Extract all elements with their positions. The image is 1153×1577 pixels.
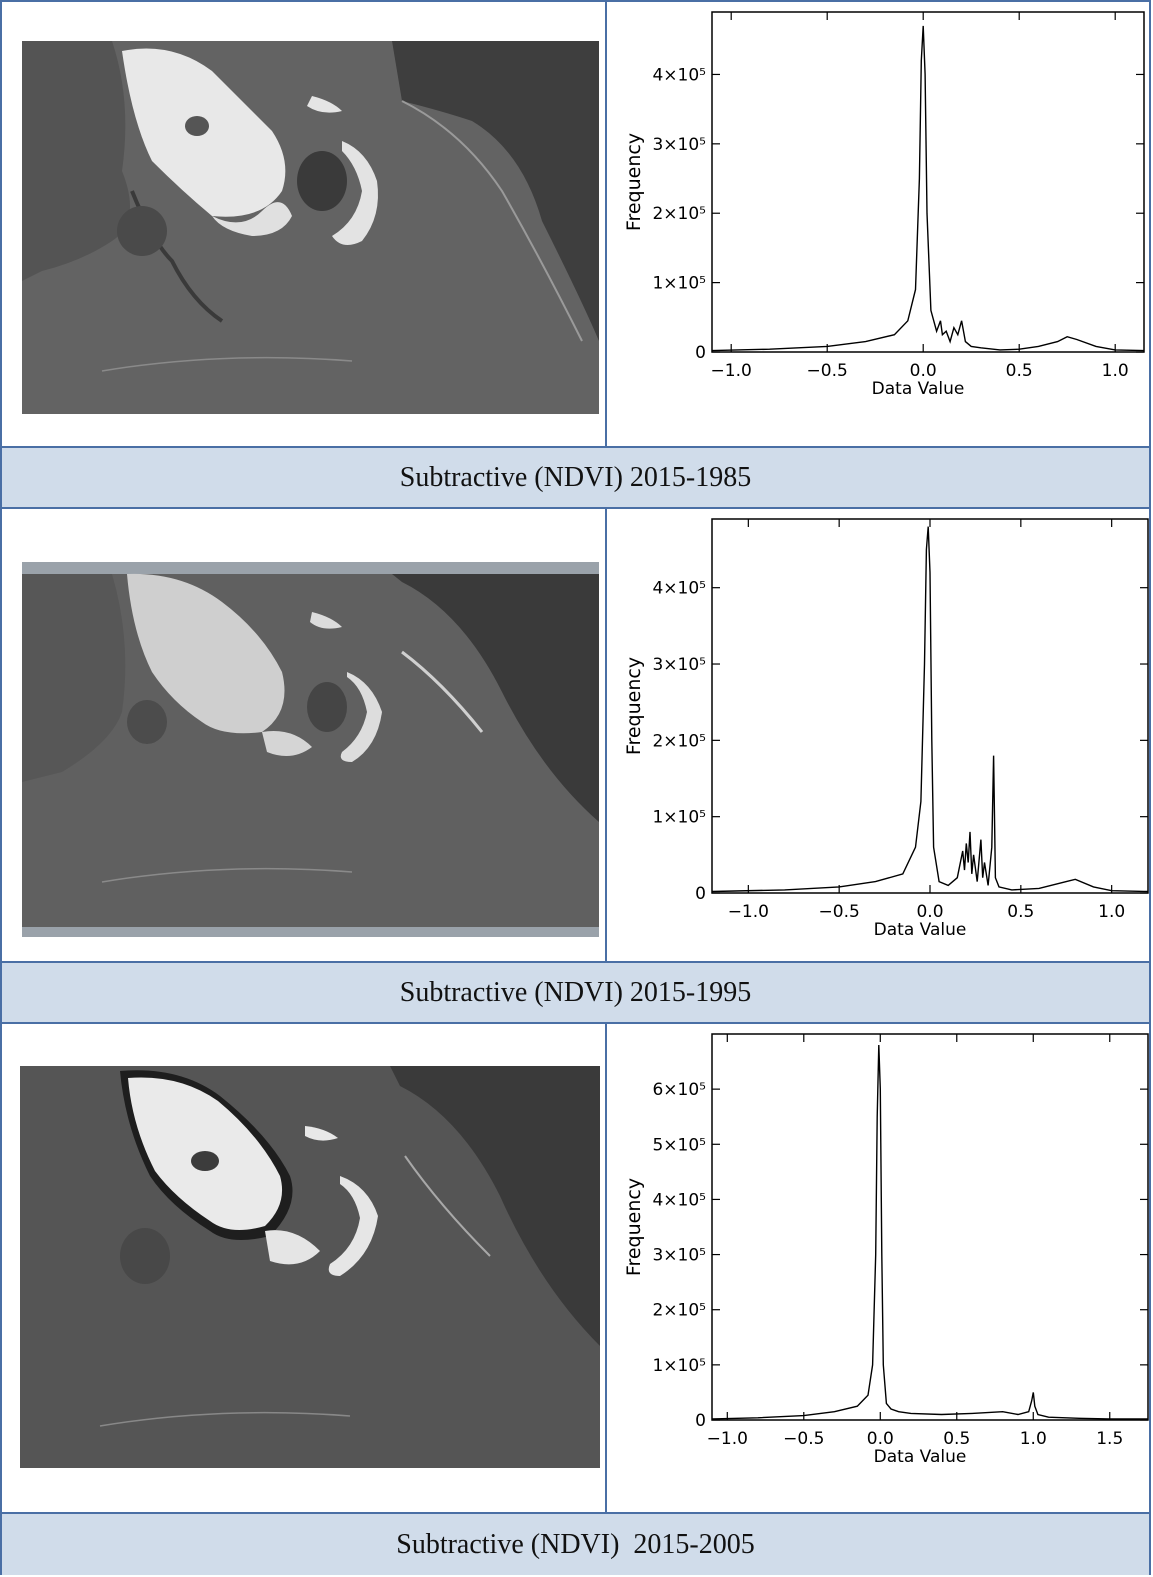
caption-2015-2005: Subtractive (NDVI) 2015-2005 — [2, 1514, 1149, 1575]
y-tick-label: 0 — [695, 884, 706, 904]
y-tick-label: 0 — [695, 343, 706, 363]
x-tick-label: −1.0 — [711, 361, 752, 381]
caption-2015-1985: Subtractive (NDVI) 2015-1985 — [2, 448, 1149, 507]
x-axis-label: Data Value — [874, 1447, 967, 1467]
x-tick-label: −0.5 — [783, 1429, 824, 1449]
x-tick-label: 1.0 — [1098, 902, 1125, 922]
row-divider — [2, 1512, 1149, 1514]
y-axis-label: Frequency — [623, 657, 645, 755]
y-tick-label: 2×10⁵ — [652, 731, 706, 751]
ndvi-difference-image-3 — [20, 1066, 600, 1468]
ndvi-difference-image-1 — [22, 41, 599, 414]
x-tick-label: 0.5 — [943, 1429, 970, 1449]
y-tick-label: 2×10⁵ — [652, 204, 706, 224]
column-divider — [605, 1024, 607, 1512]
x-tick-label: −0.5 — [807, 361, 848, 381]
histogram-chart-2005: −1.0 −0.5 0.0 0.5 1.0 1.5 0 1×10⁵ 2×10⁵ 3×10⁵ 4×10… — [623, 1033, 1149, 1467]
column-divider — [605, 2, 607, 446]
y-tick-label: 1×10⁵ — [652, 274, 706, 294]
histogram-chart-1995: −1.0 −0.5 0.0 0.5 1.0 0 1×10⁵ 2×10⁵ 3×10⁵ 4×10⁵ Da… — [623, 518, 1149, 940]
y-tick-label: 6×10⁵ — [652, 1080, 706, 1100]
x-tick-label: 0.5 — [1006, 361, 1033, 381]
y-tick-label: 2×10⁵ — [652, 1301, 706, 1321]
x-tick-label: 0.0 — [916, 902, 943, 922]
y-tick-label: 1×10⁵ — [652, 1356, 706, 1376]
histogram-chart-1985: −1.0 −0.5 0.0 0.5 1.0 0 1×10⁵ 2×10⁵ 3×10⁵ 4×10⁵ Da… — [623, 11, 1145, 399]
ndvi-difference-image-2 — [22, 562, 599, 937]
x-tick-label: −1.0 — [728, 902, 769, 922]
row-divider — [2, 446, 1149, 448]
column-divider — [605, 509, 607, 961]
plot-frame — [711, 1033, 1149, 1421]
row-divider — [2, 507, 1149, 509]
x-tick-label: 0.0 — [867, 1429, 894, 1449]
x-tick-label: 0.5 — [1007, 902, 1034, 922]
histogram-line — [711, 25, 1145, 352]
y-tick-label: 1×10⁵ — [652, 808, 706, 828]
row-divider — [2, 961, 1149, 963]
y-tick-label: 3×10⁵ — [652, 135, 706, 155]
y-tick-label: 4×10⁵ — [652, 65, 706, 85]
y-tick-label: 4×10⁵ — [652, 579, 706, 599]
caption-2015-1995: Subtractive (NDVI) 2015-1995 — [2, 963, 1149, 1022]
y-axis-label: Frequency — [623, 133, 645, 231]
x-tick-label: 1.0 — [1102, 361, 1129, 381]
y-tick-label: 4×10⁵ — [652, 1190, 706, 1210]
histogram-line — [711, 526, 1149, 893]
x-tick-label: 1.0 — [1020, 1429, 1047, 1449]
y-tick-label: 3×10⁵ — [652, 1246, 706, 1266]
x-tick-label: −1.0 — [707, 1429, 748, 1449]
histogram-line — [711, 1044, 1148, 1420]
x-tick-label: −0.5 — [819, 902, 860, 922]
x-tick-label: 0.0 — [910, 361, 937, 381]
x-tick-label: 1.5 — [1096, 1429, 1123, 1449]
y-tick-label: 3×10⁵ — [652, 655, 706, 675]
row-divider — [2, 1022, 1149, 1024]
x-axis-label: Data Value — [872, 379, 965, 399]
y-axis-label: Frequency — [623, 1178, 645, 1276]
plot-frame — [711, 11, 1145, 353]
y-tick-label: 5×10⁵ — [652, 1135, 706, 1155]
x-axis-label: Data Value — [874, 920, 967, 940]
y-tick-label: 0 — [695, 1411, 706, 1431]
